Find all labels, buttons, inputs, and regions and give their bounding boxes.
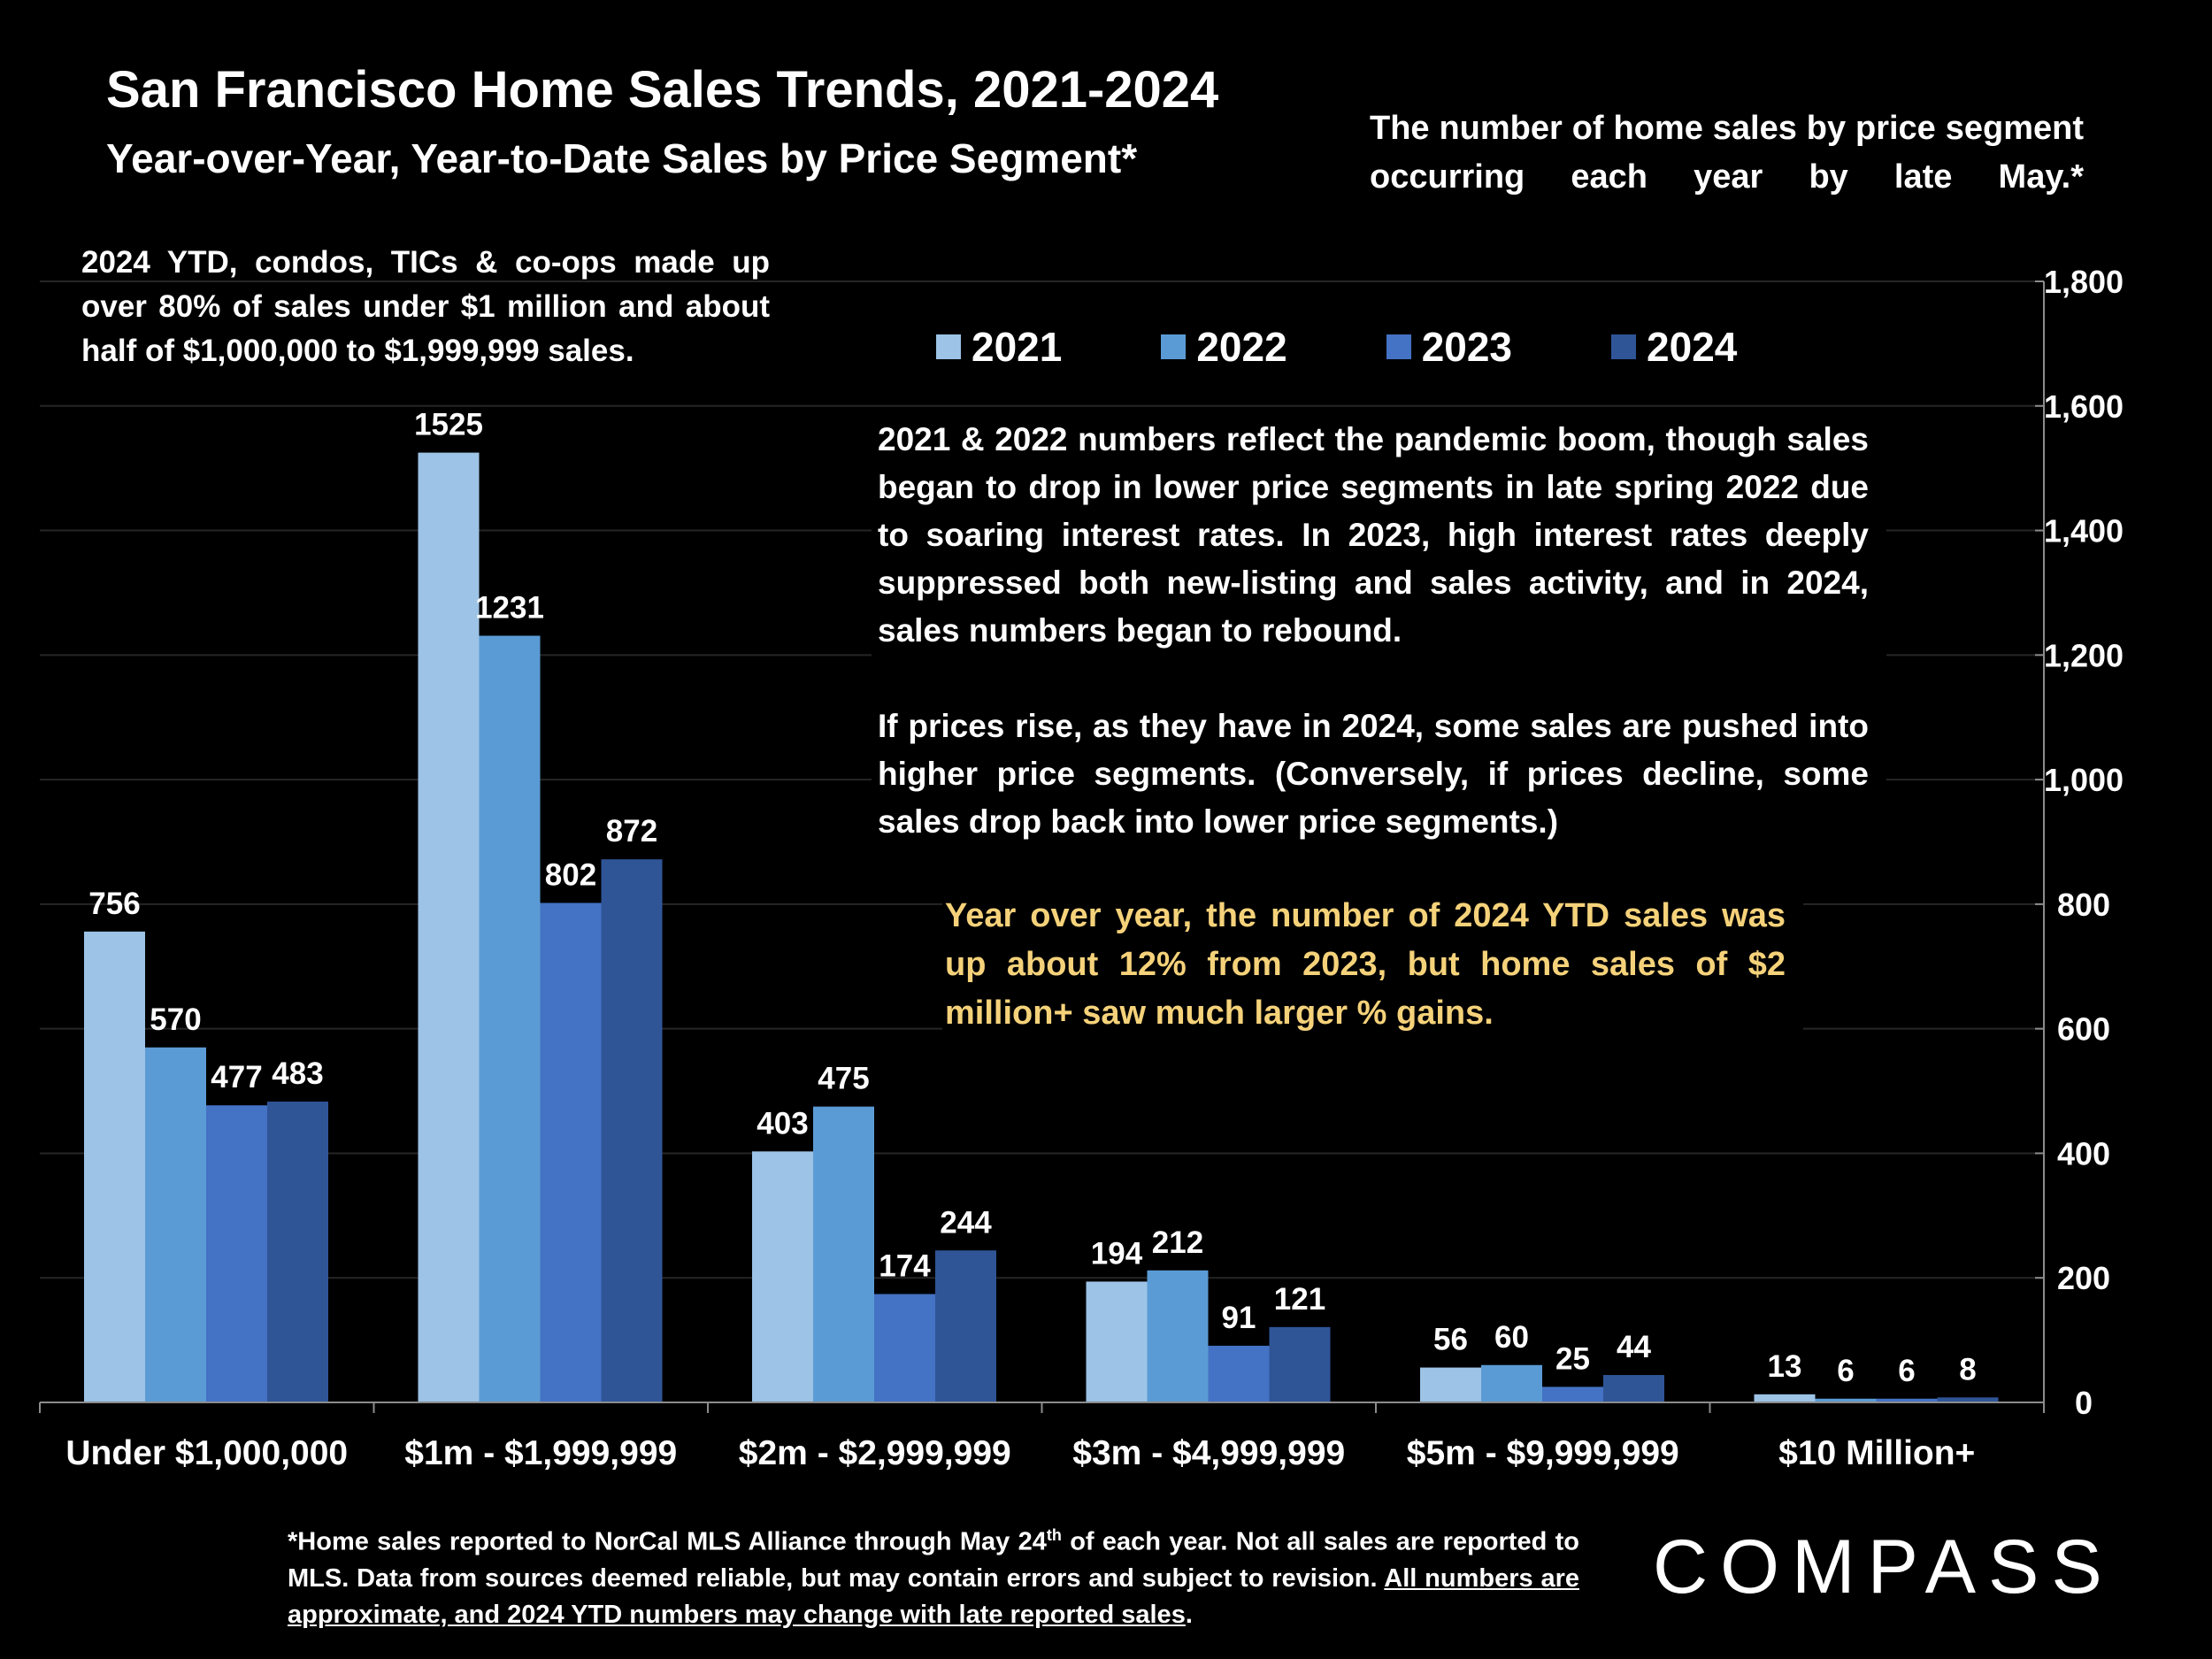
yoy-note: Year over year, the number of 2024 YTD s… [942, 892, 1803, 1047]
bar-2023 [206, 1105, 267, 1402]
bar-2021 [1086, 1281, 1148, 1402]
bar-value-label: 212 [1152, 1225, 1203, 1260]
y-tick-label: 0 [2075, 1385, 2093, 1421]
bar-value-label: 174 [879, 1249, 931, 1284]
legend-label-2022: 2022 [1196, 324, 1287, 370]
bar-2022 [145, 1047, 206, 1402]
bar-value-label: 570 [150, 1002, 201, 1037]
bar-2024 [1603, 1375, 1664, 1402]
pandemic-note: 2021 & 2022 numbers reflect the pandemic… [878, 421, 1869, 649]
bar-value-label: 91 [1222, 1301, 1256, 1335]
axes [39, 280, 2045, 1413]
price-note: If prices rise, as they have in 2024, so… [878, 708, 1869, 840]
legend-label-2024: 2024 [1647, 324, 1738, 370]
compass-logo: COMPASS [1653, 1525, 2115, 1609]
bar-2024 [601, 859, 663, 1402]
bar-value-label: 756 [88, 887, 140, 921]
bar-value-label: 475 [818, 1062, 869, 1096]
bar-value-label: 403 [757, 1106, 808, 1141]
footnote: *Home sales reported to NorCal MLS Allia… [288, 1517, 1579, 1633]
bar-value-label: 44 [1617, 1330, 1651, 1364]
bar-2024 [267, 1102, 328, 1402]
legend-swatch-2022 [1161, 334, 1187, 359]
chart-subtitle: Year-over-Year, Year-to-Date Sales by Pr… [106, 135, 1138, 181]
bar-value-label: 244 [940, 1205, 992, 1240]
bar-2023 [1208, 1345, 1270, 1402]
bar-value-labels: 756 570 477 483 1525 1231 802 872 403 475 174 244 19… [88, 408, 1976, 1388]
footnote-end: . [1185, 1600, 1193, 1629]
chart-description: The number of home sales by price segmen… [1370, 110, 2084, 196]
y-tick-label: 600 [2057, 1011, 2110, 1048]
y-tick-label: 400 [2057, 1135, 2110, 1171]
bar-chart: 756 570 477 483 1525 1231 802 872 403 475 174 244 19… [39, 264, 2124, 1472]
bar-value-label: 872 [606, 814, 657, 849]
bar-2021 [84, 931, 145, 1402]
bar-2022 [1481, 1364, 1542, 1402]
x-tick-label: $10 Million+ [1778, 1434, 1975, 1472]
footnote-text-a: *Home sales reported to NorCal MLS Allia… [288, 1527, 1047, 1556]
bar-value-label: 1525 [414, 408, 483, 442]
condo-note: 2024 YTD, condos, TICs & co-ops made up … [81, 245, 770, 368]
y-tick-labels: 0 200 400 600 800 1,000 1,200 1,400 1,600 1,800 [2044, 264, 2124, 1421]
x-tick-label: $2m - $2,999,999 [739, 1434, 1011, 1472]
legend-item-2024: 2024 [1611, 323, 1737, 371]
bar-value-label: 121 [1274, 1282, 1325, 1317]
bar-2021 [1754, 1394, 1816, 1402]
x-tick-label: $3m - $4,999,999 [1072, 1434, 1345, 1472]
pandemic-note-box: 2021 & 2022 numbers reflect the pandemic… [872, 416, 1886, 855]
bar-value-label: 60 [1494, 1320, 1529, 1355]
bar-value-label: 477 [211, 1060, 262, 1094]
y-tick-label: 200 [2057, 1260, 2110, 1296]
y-tick-label: 1,800 [2044, 264, 2124, 300]
x-tick-label: $1m - $1,999,999 [404, 1434, 677, 1472]
bar-2022 [813, 1106, 874, 1402]
footnote-superscript: th [1046, 1526, 1062, 1544]
bar-value-label: 483 [272, 1056, 323, 1091]
legend-item-2022: 2022 [1161, 323, 1287, 371]
legend-item-2023: 2023 [1386, 323, 1512, 371]
chart-title: San Francisco Home Sales Trends, 2021-20… [106, 61, 1219, 119]
bar-value-label: 25 [1555, 1341, 1590, 1376]
bar-2024 [1269, 1326, 1331, 1402]
bar-2021 [752, 1151, 813, 1402]
bars [84, 452, 1999, 1402]
bar-2021 [1420, 1367, 1481, 1402]
bar-2023 [540, 902, 602, 1402]
bar-2023 [1876, 1398, 1938, 1402]
footnote-text-b: of each year. Not all sales are reported… [288, 1527, 1579, 1593]
bar-value-label: 6 [1898, 1354, 1915, 1388]
legend: 2021 2022 2023 2024 [936, 320, 1836, 373]
legend-item-2021: 2021 [936, 323, 1062, 371]
legend-label-2021: 2021 [972, 324, 1063, 370]
y-tick-label: 800 [2057, 887, 2110, 923]
bar-2022 [1147, 1270, 1209, 1402]
bar-value-label: 1231 [475, 591, 544, 626]
bar-value-label: 13 [1768, 1349, 1802, 1384]
legend-label-2023: 2023 [1421, 324, 1513, 370]
bar-2022 [479, 635, 541, 1402]
bar-2021 [418, 452, 480, 1402]
y-tick-label: 1,200 [2044, 637, 2124, 673]
bar-value-label: 8 [1959, 1352, 1976, 1386]
bar-value-label: 802 [545, 857, 596, 892]
x-tick-label: Under $1,000,000 [65, 1434, 348, 1472]
bar-2022 [1815, 1398, 1877, 1402]
x-tick-labels: Under $1,000,000 $1m - $1,999,999 $2m - $2… [65, 1434, 1975, 1472]
legend-swatch-2021 [936, 334, 961, 359]
bar-value-label: 6 [1837, 1354, 1854, 1388]
bar-value-label: 56 [1433, 1323, 1468, 1357]
bar-2024 [935, 1250, 996, 1402]
legend-swatch-2024 [1611, 334, 1637, 359]
bar-2024 [1937, 1397, 1999, 1402]
y-tick-label: 1,400 [2044, 513, 2124, 549]
y-tick-label: 1,000 [2044, 762, 2124, 798]
bar-2023 [874, 1294, 935, 1402]
x-tick-label: $5m - $9,999,999 [1407, 1434, 1679, 1472]
legend-swatch-2023 [1386, 334, 1411, 359]
bar-value-label: 194 [1091, 1236, 1143, 1271]
bar-2023 [1542, 1386, 1603, 1402]
footnote-underlined: All numbers are approximate, and 2024 YT… [288, 1563, 1579, 1629]
y-tick-label: 1,600 [2044, 388, 2124, 425]
